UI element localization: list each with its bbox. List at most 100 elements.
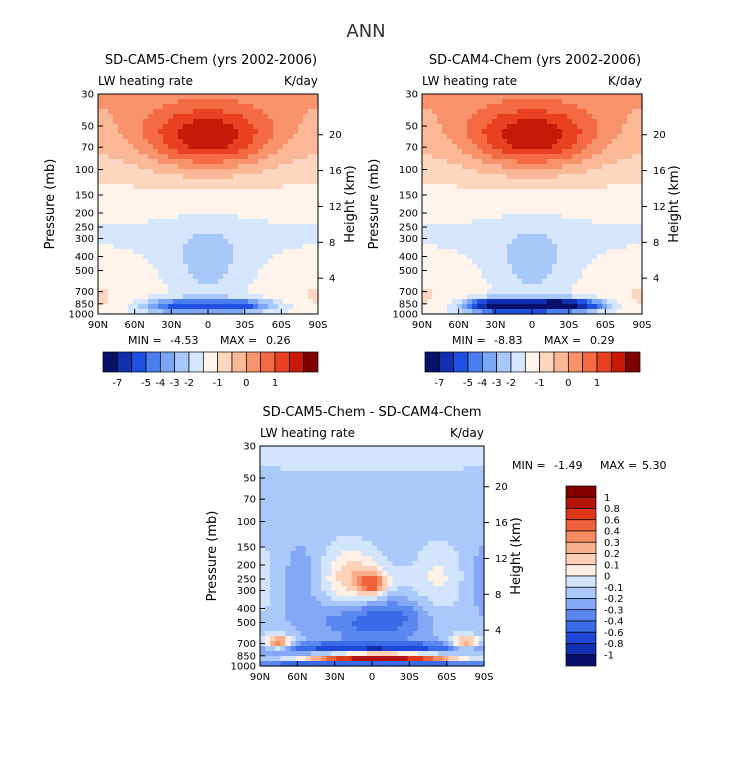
heatmap-cell: [208, 204, 214, 210]
heatmap-cell: [427, 194, 433, 200]
heatmap-cell: [113, 269, 119, 275]
heatmap-cell: [208, 259, 214, 265]
heatmap-cell: [627, 164, 633, 170]
heatmap-cell: [153, 219, 159, 225]
heatmap-cell: [382, 496, 388, 502]
heatmap-cell: [622, 184, 628, 190]
colorbar-label: -5: [463, 378, 473, 389]
heatmap-cell: [103, 299, 109, 305]
heatmap-cell: [290, 526, 297, 532]
heatmap-cell: [183, 149, 189, 155]
heatmap-cell: [238, 204, 244, 210]
heatmap-cell: [108, 204, 114, 210]
heatmap-cell: [133, 194, 139, 200]
heatmap-cell: [477, 259, 483, 265]
heatmap-cell: [168, 204, 174, 210]
heatmap-cell: [243, 259, 249, 265]
heatmap-cell: [437, 94, 443, 100]
heatmap-cell: [300, 486, 307, 492]
heatmap-cell: [557, 254, 563, 260]
heatmap-cell: [263, 184, 269, 190]
heatmap-cell: [412, 486, 419, 492]
heatmap-cell: [316, 506, 322, 512]
heatmap-cell: [507, 219, 513, 225]
heatmap-cell: [178, 179, 184, 185]
heatmap-cell: [427, 159, 433, 165]
heatmap-cell: [437, 239, 443, 245]
heatmap-cell: [557, 309, 563, 315]
heatmap-cell: [341, 546, 348, 552]
heatmap-cell: [422, 526, 429, 532]
heatmap-cell: [622, 244, 628, 250]
heatmap-cell: [457, 304, 463, 310]
heatmap-cell: [427, 259, 433, 265]
heatmap-cell: [452, 174, 458, 180]
heatmap-cell: [326, 451, 332, 457]
heatmap-cell: [482, 269, 488, 275]
heatmap-cell: [443, 456, 449, 462]
heatmap-cell: [473, 526, 480, 532]
heatmap-cell: [143, 259, 149, 265]
heatmap-cell: [273, 134, 279, 140]
heatmap-cell: [463, 536, 470, 542]
heatmap-cell: [270, 546, 276, 552]
heatmap-cell: [592, 119, 598, 125]
heatmap-cell: [532, 189, 538, 195]
heatmap-cell: [458, 456, 465, 462]
heatmap-cell: [293, 284, 299, 290]
heatmap-cell: [467, 174, 473, 180]
heatmap-cell: [412, 521, 419, 527]
heatmap-cell: [517, 274, 523, 280]
heatmap-cell: [288, 244, 294, 250]
heatmap-cell: [467, 284, 473, 290]
heatmap-cell: [133, 229, 139, 235]
heatmap-cell: [228, 189, 234, 195]
heatmap-cell: [233, 214, 239, 220]
heatmap-cell: [572, 119, 578, 125]
heatmap-cell: [290, 481, 297, 487]
heatmap-cell: [293, 159, 299, 165]
heatmap-cell: [203, 289, 209, 295]
heatmap-cell: [438, 506, 444, 512]
heatmap-cell: [213, 229, 219, 235]
heatmap-cell: [467, 309, 473, 315]
heatmap-cell: [453, 461, 460, 467]
heatmap-cell: [188, 289, 194, 295]
heatmap-cell: [178, 239, 184, 245]
heatmap-cell: [622, 239, 628, 245]
heatmap-cell: [118, 184, 124, 190]
heatmap-cell: [263, 294, 269, 300]
heatmap-cell: [118, 104, 124, 110]
heatmap-cell: [567, 169, 573, 175]
heatmap-cell: [298, 124, 304, 130]
heatmap-cell: [265, 471, 271, 477]
heatmap-cell: [617, 284, 623, 290]
heatmap-cell: [303, 229, 309, 235]
heatmap-cell: [163, 189, 169, 195]
heatmap-cell: [412, 536, 419, 542]
heatmap-cell: [572, 209, 578, 215]
heatmap-cell: [265, 461, 271, 467]
heatmap-cell: [303, 159, 309, 165]
heatmap-cell: [233, 99, 239, 105]
heatmap-cell: [567, 129, 573, 135]
heatmap-cell: [462, 289, 468, 295]
heatmap-cell: [128, 234, 134, 240]
heatmap-cell: [487, 194, 493, 200]
heatmap-cell: [178, 139, 184, 145]
heatmap-cell: [218, 289, 224, 295]
heatmap-cell: [208, 304, 214, 310]
heatmap-cell: [113, 164, 119, 170]
heatmap-cell: [527, 119, 533, 125]
heatmap-cell: [280, 471, 287, 477]
heatmap-cell: [248, 194, 254, 200]
heatmap-cell: [128, 119, 134, 125]
heatmap-cell: [453, 541, 460, 547]
heatmap-cell: [477, 94, 483, 100]
heatmap-cell: [193, 174, 199, 180]
heatmap-cell: [502, 189, 508, 195]
heatmap-cell: [602, 209, 608, 215]
heatmap-cell: [268, 254, 274, 260]
heatmap-cell: [253, 254, 259, 260]
heatmap-cell: [98, 269, 104, 275]
